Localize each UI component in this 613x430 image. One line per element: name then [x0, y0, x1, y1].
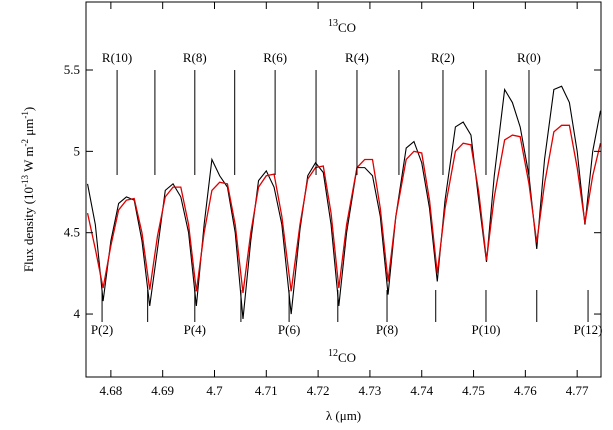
r-line-label: R(10)	[102, 50, 132, 65]
y-tick-label: 4.5	[64, 225, 80, 240]
series-line	[87, 85, 602, 319]
p-line-label: P(2)	[91, 322, 113, 337]
r-line-label: R(2)	[431, 50, 455, 65]
y-axis-label-sup: -13	[20, 174, 30, 186]
y-axis-label: Flux density (10-13 W m-2 μm-1)	[20, 107, 36, 272]
molecule-label: 13CO	[328, 18, 356, 35]
p-line-label: P(6)	[278, 322, 300, 337]
r-line-label: R(4)	[345, 50, 369, 65]
y-axis-label-part: )	[21, 107, 36, 111]
x-tick-label: 4.73	[359, 383, 382, 398]
p-line-label: P(12)	[574, 322, 603, 337]
r-line-label: R(8)	[183, 50, 207, 65]
x-tick-label: 4.7	[206, 383, 223, 398]
y-axis-label-sup: -2	[20, 139, 30, 147]
x-tick-label: 4.71	[255, 383, 278, 398]
x-axis-label: λ (μm)	[326, 408, 361, 423]
x-tick-label: 4.77	[566, 383, 589, 398]
x-tick-label: 4.76	[514, 383, 537, 398]
y-tick-label: 5.5	[64, 62, 80, 77]
isotope: 12	[328, 348, 338, 359]
p-line-label: P(8)	[376, 322, 398, 337]
series-line	[86, 124, 602, 293]
x-tick-label: 4.72	[307, 383, 330, 398]
p-line-label: P(10)	[472, 322, 501, 337]
y-axis-label-part: Flux density (10	[21, 187, 36, 272]
p-line-label: P(4)	[184, 322, 206, 337]
molecule: CO	[338, 20, 356, 35]
y-tick-label: 4	[74, 306, 81, 321]
r-line-label: R(0)	[517, 50, 541, 65]
molecule: CO	[338, 350, 356, 365]
y-axis-label-part: W m	[21, 147, 36, 175]
x-tick-label: 4.75	[462, 383, 485, 398]
plot-frame	[85, 1, 602, 378]
r-line-label: R(6)	[263, 50, 287, 65]
y-axis-label-sup: -1	[20, 111, 30, 119]
y-tick-label: 5	[74, 143, 81, 158]
y-axis-label-part: μm	[21, 119, 36, 139]
x-tick-label: 4.74	[410, 383, 433, 398]
x-tick-label: 4.69	[151, 383, 174, 398]
molecule-label: 12CO	[328, 348, 356, 365]
isotope: 13	[328, 18, 338, 29]
x-tick-label: 4.68	[99, 383, 122, 398]
